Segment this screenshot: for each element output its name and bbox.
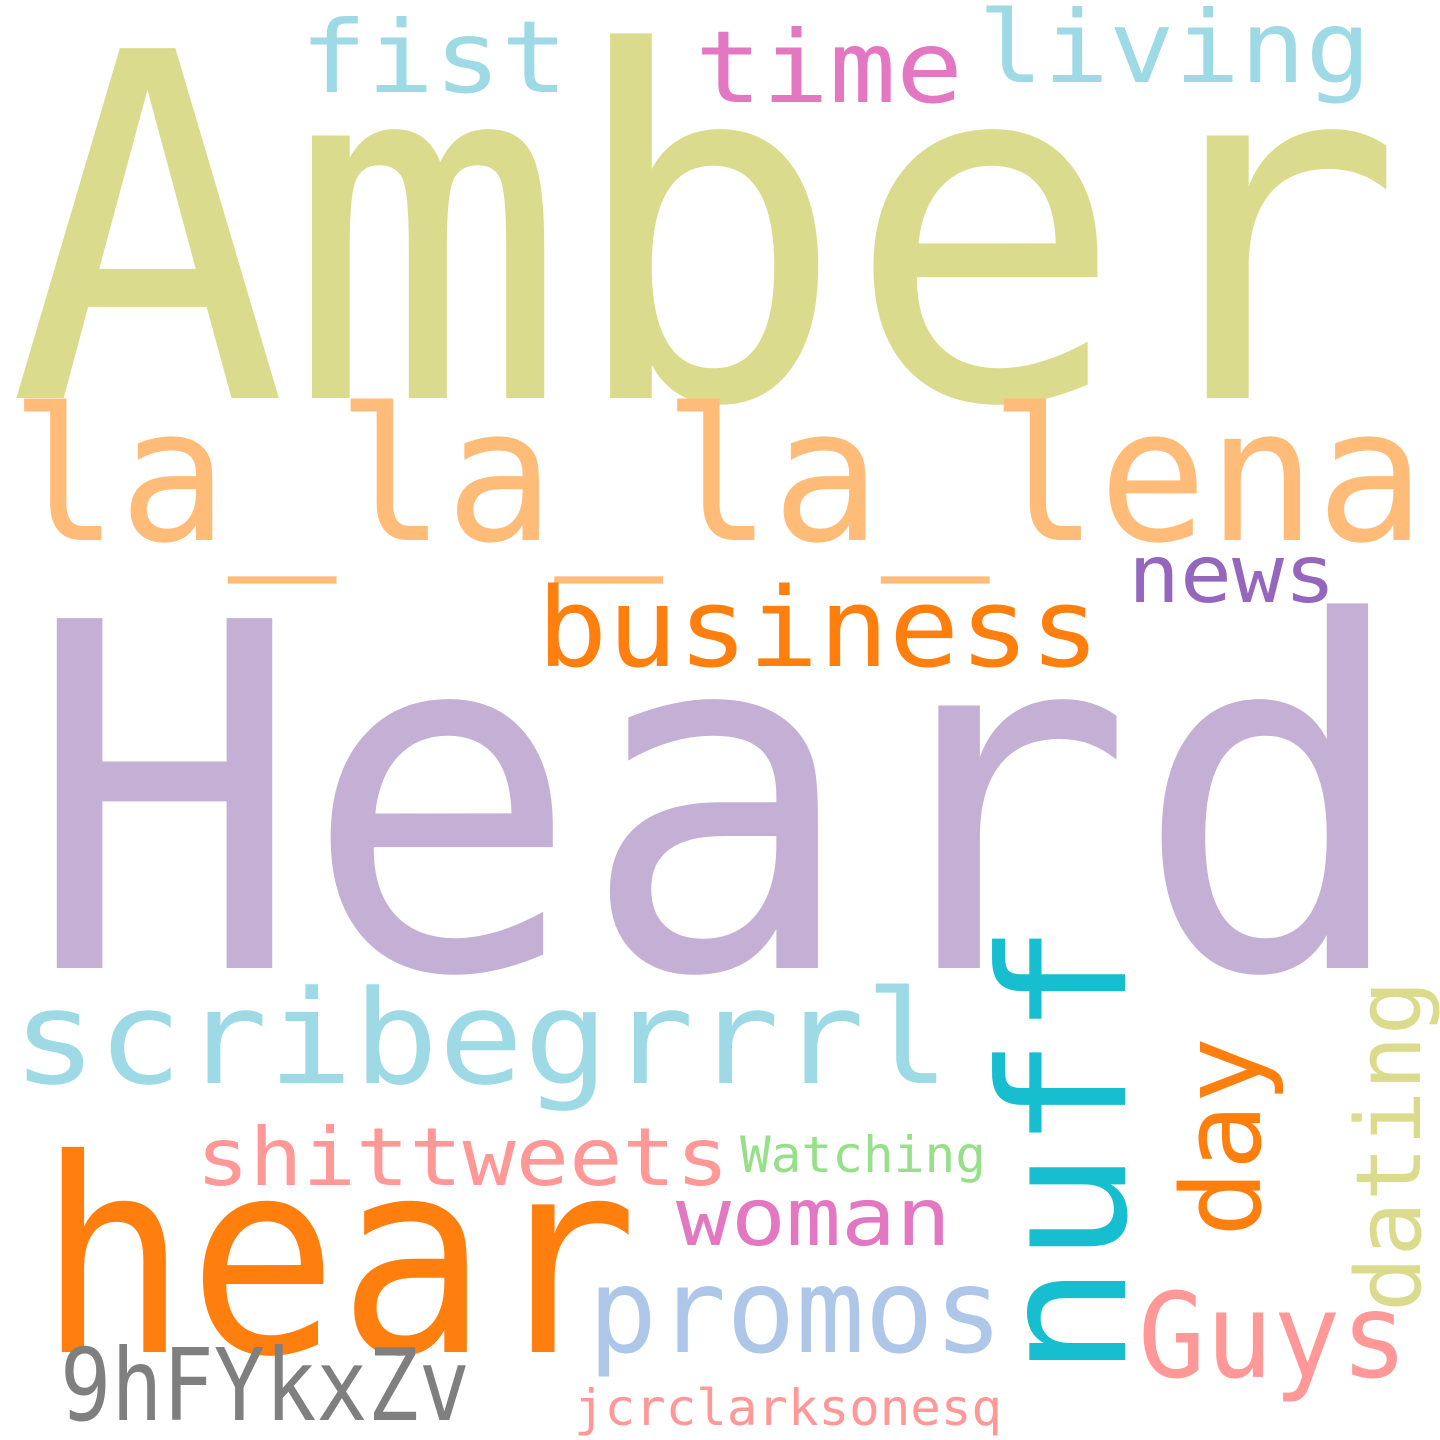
word-nuff: nuff	[964, 923, 1167, 1378]
word-day: day	[1158, 1037, 1286, 1237]
word-news: news	[1128, 528, 1336, 621]
word-business: business	[537, 564, 1100, 692]
word-woman: woman	[676, 1171, 951, 1264]
word-time: time	[695, 9, 963, 126]
word-promos: promos	[588, 1242, 1003, 1380]
word-9hfykxzv: 9hFYkxZv	[60, 1327, 470, 1440]
word-dating: dating	[1337, 980, 1440, 1312]
word-heard: Heard	[26, 523, 1411, 1082]
word-la-la-la-lena: la_la_la_lena	[10, 368, 1425, 584]
word-living: living	[978, 0, 1371, 106]
word-hear: hear	[38, 1101, 638, 1416]
word-fist: fist	[300, 0, 568, 116]
word-jcrclarksonesq: jcrclarksonesq	[574, 1379, 1002, 1437]
word-watching: Watching	[740, 1126, 986, 1184]
word-scribegrrrl: scribegrrrl	[12, 962, 950, 1114]
word-shittweets: shittweets	[196, 1111, 729, 1204]
word-amber: Amber	[8, 0, 1404, 512]
word-guys: Guys	[1138, 1267, 1408, 1405]
